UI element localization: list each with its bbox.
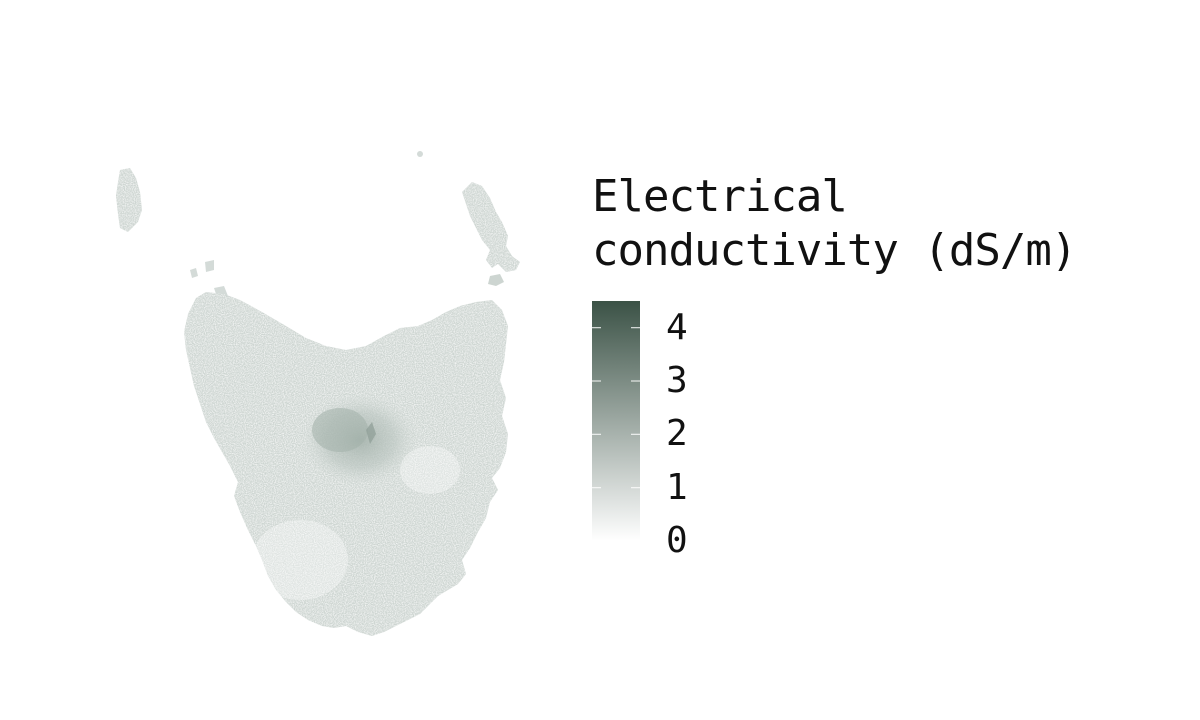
tick-label-0: 0 — [666, 520, 688, 561]
colorbar — [592, 301, 640, 541]
colorbar-ramp — [592, 301, 640, 541]
tick-label-2: 2 — [666, 413, 688, 455]
tick-label-4: 4 — [666, 306, 688, 348]
cape-barren-island — [488, 274, 504, 286]
legend-title-line2: conductivity (dS/m) — [592, 225, 1077, 276]
legend: Electrical conductivity (dS/m) 0 1 2 3 4 — [592, 170, 1192, 570]
flinders-island — [462, 182, 520, 272]
map-panel — [0, 0, 590, 720]
legend-title-line1: Electrical — [592, 171, 848, 222]
tick-label-1: 1 — [666, 466, 688, 508]
tasmania-map-icon — [116, 151, 520, 636]
tick-label-3: 3 — [666, 360, 688, 401]
legend-title: Electrical conductivity (dS/m) — [592, 170, 1077, 278]
king-island — [116, 168, 142, 232]
